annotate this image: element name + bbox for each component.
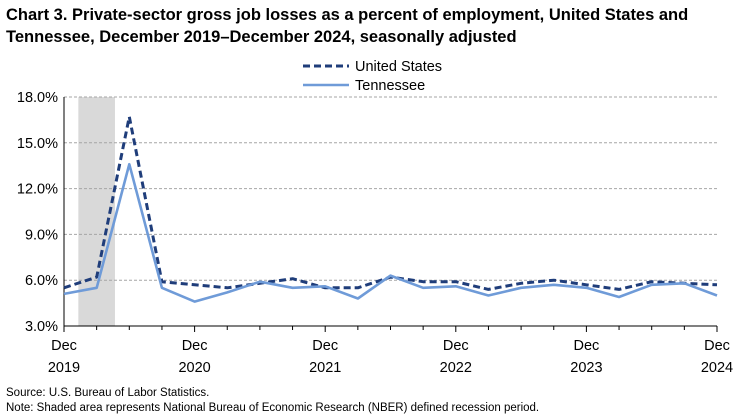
recession-note: Note: Shaded area represents National Bu… <box>6 402 540 414</box>
x-tick-label-month: Dec <box>51 338 77 354</box>
y-tick-label: 18.0% <box>17 90 58 106</box>
x-tick-label-year: 2021 <box>309 360 341 376</box>
x-tick-label-month: Dec <box>443 338 469 354</box>
source-note: Source: U.S. Bureau of Labor Statistics. <box>6 387 210 399</box>
chart-title: Chart 3. Private-sector gross job losses… <box>6 6 689 46</box>
y-tick-label: 15.0% <box>17 136 58 152</box>
x-tick-label-month: Dec <box>574 338 600 354</box>
x-tick-label-year: 2020 <box>178 360 210 376</box>
legend-label: Tennessee <box>355 78 425 94</box>
y-tick-label: 3.0% <box>25 319 58 335</box>
x-tick-label-year: 2024 <box>701 360 733 376</box>
x-tick-label-month: Dec <box>182 338 208 354</box>
chart-footer: Source: U.S. Bureau of Labor Statistics.… <box>6 386 539 416</box>
y-tick-label: 12.0% <box>17 182 58 198</box>
x-tick-label-year: 2023 <box>570 360 602 376</box>
x-tick-label-month: Dec <box>312 338 338 354</box>
y-tick-label: 9.0% <box>25 227 58 243</box>
x-tick-label-month: Dec <box>704 338 730 354</box>
legend-label: United States <box>355 59 442 75</box>
series-line-tennessee <box>63 162 718 303</box>
x-tick-label-year: 2019 <box>48 360 80 376</box>
y-tick-label: 6.0% <box>25 273 58 289</box>
x-tick-label-year: 2022 <box>440 360 472 376</box>
